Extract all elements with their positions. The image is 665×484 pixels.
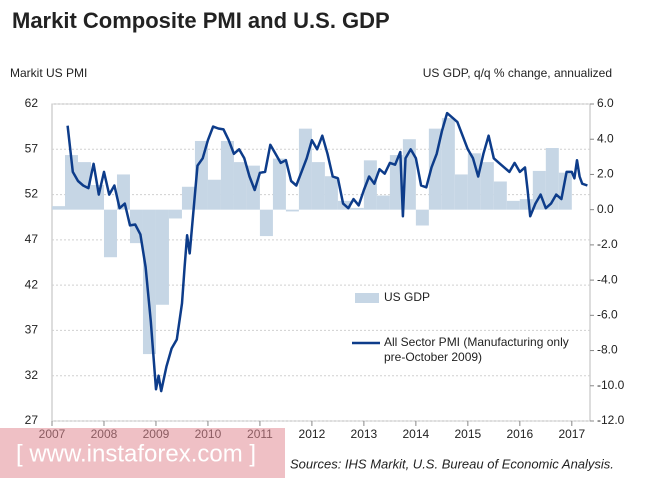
y2-tick-label: 4.0 xyxy=(597,131,614,145)
bar xyxy=(506,200,520,210)
bar xyxy=(168,209,182,219)
bar xyxy=(376,195,390,210)
bar xyxy=(311,162,325,210)
bar xyxy=(389,155,403,210)
y2-tick-label: 6.0 xyxy=(597,96,614,110)
bar xyxy=(493,181,507,210)
x-tick-label: 2012 xyxy=(299,427,326,441)
y2-tick-label: -6.0 xyxy=(597,308,618,322)
y-tick-label: 62 xyxy=(25,96,39,110)
y2-tick-label: -12.0 xyxy=(597,413,625,427)
y-axis-label: Markit US PMI xyxy=(10,66,87,80)
bar xyxy=(52,206,65,210)
bar xyxy=(155,209,169,305)
bar xyxy=(259,209,273,237)
y-tick-label: 37 xyxy=(25,323,39,337)
y-tick-label: 27 xyxy=(25,413,39,427)
bar xyxy=(467,153,481,210)
x-tick-label: 2015 xyxy=(454,427,481,441)
bar xyxy=(350,207,364,210)
bar xyxy=(272,158,286,210)
bar xyxy=(454,174,468,210)
bar xyxy=(298,128,312,210)
y2-tick-label: -4.0 xyxy=(597,272,618,286)
bar xyxy=(142,209,156,355)
chart-title: Markit Composite PMI and U.S. GDP xyxy=(12,8,390,33)
bar xyxy=(415,209,429,226)
bar xyxy=(64,155,78,210)
legend-label: US GDP xyxy=(384,290,430,304)
bar xyxy=(116,174,130,210)
bar xyxy=(519,199,533,210)
watermark-box xyxy=(0,428,285,478)
y2-tick-label: 0.0 xyxy=(597,202,614,216)
bar xyxy=(220,140,234,210)
y2-tick-label: -8.0 xyxy=(597,343,618,357)
plot-area xyxy=(51,103,591,422)
bar xyxy=(194,140,208,210)
y-tick-label: 47 xyxy=(25,232,39,246)
y-tick-label: 42 xyxy=(25,277,39,291)
x-tick-label: 2017 xyxy=(558,427,585,441)
watermark: [ www.instaforex.com ] xyxy=(16,440,256,467)
bar xyxy=(363,160,377,210)
y2-tick-label: -2.0 xyxy=(597,237,618,251)
bar xyxy=(324,176,338,210)
bar xyxy=(441,118,455,210)
y-tick-label: 52 xyxy=(25,187,39,201)
bar xyxy=(480,162,494,210)
line xyxy=(66,111,588,393)
source: Sources: IHS Markit, U.S. Bureau of Econ… xyxy=(290,456,614,471)
bar xyxy=(233,162,247,210)
y-tick-label: 32 xyxy=(25,368,39,382)
x-tick-label: 2014 xyxy=(403,427,430,441)
legend-label: All Sector PMI (Manufacturing only pre-O… xyxy=(384,335,569,364)
y-tick-label: 57 xyxy=(25,141,39,155)
bar xyxy=(207,179,221,210)
y2-tick-label: -10.0 xyxy=(597,378,625,392)
bar xyxy=(181,186,195,210)
bar xyxy=(103,209,117,258)
x-tick-label: 2013 xyxy=(351,427,378,441)
x-tick-label: 2016 xyxy=(506,427,533,441)
y2-axis-label: US GDP, q/q % change, annualized xyxy=(423,66,612,80)
y2-tick-label: 2.0 xyxy=(597,167,614,181)
legend-swatch xyxy=(355,293,379,303)
bar xyxy=(558,172,572,210)
bar xyxy=(285,209,299,212)
